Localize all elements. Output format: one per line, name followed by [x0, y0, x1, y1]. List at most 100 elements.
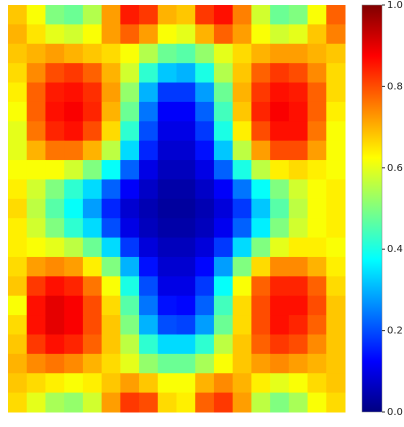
heatmap-cell — [45, 101, 65, 122]
heatmap-cell — [64, 256, 84, 277]
heatmap-cell — [101, 392, 121, 413]
heatmap-cell — [157, 43, 177, 64]
heatmap-cell — [251, 334, 271, 355]
heatmap-cell — [307, 276, 327, 297]
heatmap-cell — [232, 82, 252, 103]
heatmap-cell — [176, 43, 196, 64]
heatmap-cell — [139, 315, 159, 335]
heatmap-cell — [326, 276, 346, 297]
heatmap-cell — [45, 392, 65, 413]
heatmap-cell — [120, 198, 140, 219]
heatmap-cell — [82, 373, 103, 394]
heatmap-cell — [270, 315, 290, 335]
heatmap-cell — [232, 101, 252, 122]
heatmap-cell — [307, 315, 327, 335]
heatmap-cell — [288, 43, 309, 64]
heatmap-cell — [45, 373, 65, 394]
heatmap-cell — [195, 218, 215, 239]
heatmap-cell — [120, 101, 140, 122]
heatmap-cell — [26, 373, 46, 394]
heatmap-cell — [232, 315, 252, 335]
heatmap-cell — [176, 160, 196, 180]
heatmap-cell — [8, 392, 28, 413]
heatmap-cell — [8, 276, 28, 297]
heatmap-cell — [8, 237, 28, 258]
heatmap-cell — [139, 392, 159, 413]
heatmap-cell — [120, 218, 140, 239]
heatmap-cell — [326, 63, 346, 84]
colorbar-tick-label: 0.8 — [387, 81, 403, 92]
heatmap-cell — [8, 24, 28, 45]
heatmap-cell — [82, 334, 103, 355]
heatmap-cell — [270, 237, 290, 258]
heatmap-cell — [45, 276, 65, 297]
heatmap-cell — [139, 140, 159, 161]
heatmap-cell — [8, 198, 28, 219]
heatmap-cell — [213, 121, 234, 142]
heatmap-cell — [232, 140, 252, 161]
heatmap-cell — [26, 43, 46, 64]
heatmap-cell — [26, 218, 46, 239]
heatmap-cell — [82, 63, 103, 84]
heatmap-cell — [232, 198, 252, 219]
heatmap-cell — [82, 237, 103, 258]
heatmap-cell — [45, 237, 65, 258]
heatmap-cell — [82, 353, 103, 374]
heatmap-cell — [288, 140, 309, 161]
heatmap-cell — [82, 160, 103, 180]
heatmap-cell — [26, 334, 46, 355]
colorbar-tick-label: 0.4 — [387, 244, 403, 255]
heatmap-cell — [232, 276, 252, 297]
heatmap-cell — [64, 5, 84, 25]
heatmap-cell — [8, 373, 28, 394]
heatmap-cell — [288, 295, 309, 316]
colorbar-tick-label: 1.0 — [387, 0, 403, 11]
heatmap-cell — [288, 101, 309, 122]
heatmap-cell — [270, 373, 290, 394]
heatmap-cell — [120, 276, 140, 297]
heatmap-cell — [307, 392, 327, 413]
heatmap-cell — [176, 295, 196, 316]
heatmap-cell — [195, 101, 215, 122]
heatmap-cell — [307, 5, 327, 25]
heatmap-cell — [270, 160, 290, 180]
heatmap-cell — [213, 353, 234, 374]
heatmap-cell — [307, 43, 327, 64]
heatmap-cell — [82, 315, 103, 335]
heatmap-cell — [157, 373, 177, 394]
heatmap-cell — [26, 353, 46, 374]
heatmap-cell — [64, 140, 84, 161]
heatmap-cell — [213, 179, 234, 200]
heatmap-cell — [232, 334, 252, 355]
heatmap-cell — [64, 392, 84, 413]
heatmap-cell — [82, 179, 103, 200]
heatmap-cell — [326, 237, 346, 258]
heatmap-cell — [120, 334, 140, 355]
heatmap-cell — [213, 334, 234, 355]
heatmap-cell — [326, 160, 346, 180]
heatmap-cell — [195, 121, 215, 142]
heatmap-cell — [157, 82, 177, 103]
heatmap-cell — [232, 24, 252, 45]
heatmap-cell — [176, 24, 196, 45]
heatmap-cell — [120, 237, 140, 258]
heatmap-cell — [232, 353, 252, 374]
heatmap-cell — [26, 82, 46, 103]
heatmap-cell — [195, 5, 215, 25]
heatmap-cell — [82, 276, 103, 297]
heatmap-cell — [251, 295, 271, 316]
heatmap-cell — [213, 295, 234, 316]
heatmap-cell — [326, 334, 346, 355]
heatmap-cell — [288, 24, 309, 45]
heatmap-cell — [195, 373, 215, 394]
heatmap-cell — [195, 315, 215, 335]
heatmap-cell — [307, 140, 327, 161]
heatmap-cell — [8, 43, 28, 64]
heatmap-cell — [176, 353, 196, 374]
heatmap-cell — [120, 179, 140, 200]
heatmap-cell — [120, 315, 140, 335]
heatmap-cell — [120, 121, 140, 142]
heatmap-cell — [326, 198, 346, 219]
heatmap-cell — [8, 121, 28, 142]
heatmap-cell — [176, 315, 196, 335]
